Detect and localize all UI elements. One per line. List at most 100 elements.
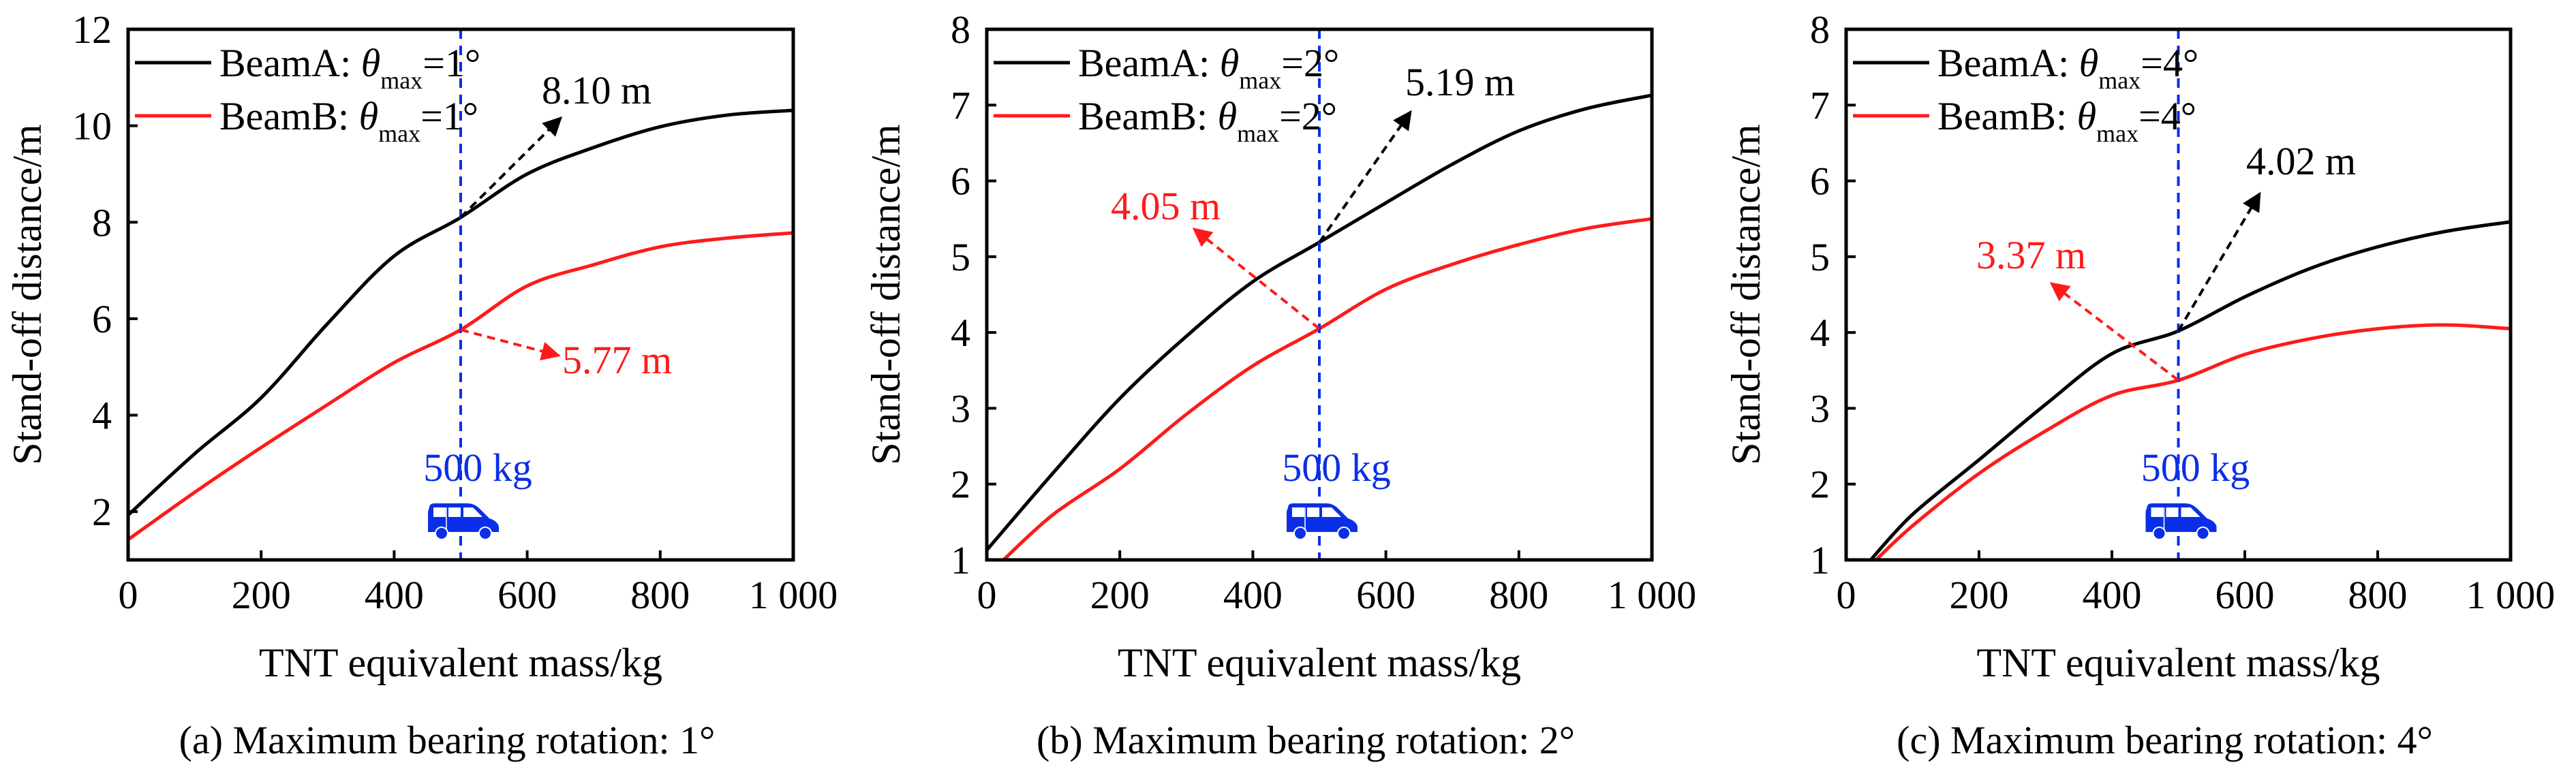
legend-entry-beamb: BeamB: θmax=1°: [219, 94, 478, 147]
legend-entry-beama: BeamA: θmax=2°: [1078, 41, 1339, 94]
legend-name: BeamA:: [1937, 41, 2079, 85]
legend-theta: θ: [361, 41, 381, 85]
x-tick-label: 0: [977, 573, 997, 617]
series-line-beama: [987, 93, 1652, 552]
van-icon: [1286, 503, 1358, 540]
x-tick-label: 200: [1950, 573, 2009, 617]
legend-theta: θ: [2079, 41, 2099, 85]
y-tick-label: 6: [1810, 159, 1830, 204]
annotation-label-beamb: 5.77 m: [562, 338, 672, 382]
axes-frame: [985, 27, 1654, 562]
x-tick-label: 0: [119, 573, 138, 617]
y-tick-label: 2: [1810, 462, 1830, 507]
van-icon: [427, 503, 500, 540]
y-tick-label: 7: [1810, 83, 1830, 127]
y-tick-label: 5: [951, 235, 970, 279]
annotation-label-beamb: 4.05 m: [1111, 184, 1221, 228]
legend-subscript: max: [2096, 120, 2138, 147]
y-tick-label: 4: [951, 311, 970, 355]
x-tick-label: 200: [232, 573, 291, 617]
legend-theta: θ: [1218, 94, 1238, 138]
y-tick-label: 8: [92, 200, 112, 245]
legend-name: BeamA:: [1078, 41, 1220, 85]
y-tick-label: 1: [1810, 538, 1830, 582]
x-tick-label: 600: [497, 573, 557, 617]
y-axis-title: Stand-off distance/m: [5, 124, 50, 465]
legend-subscript: max: [380, 67, 423, 94]
annotation-label-beama: 5.19 m: [1405, 60, 1515, 104]
x-tick-label: 200: [1090, 573, 1150, 617]
annotation-label-beama: 4.02 m: [2246, 139, 2356, 183]
y-tick-label: 12: [72, 7, 112, 52]
annotation-label-beamb: 3.37 m: [1976, 233, 2086, 277]
y-tick-label: 3: [1810, 386, 1830, 430]
y-tick-label: 6: [92, 297, 112, 341]
legend-value: =1°: [420, 94, 478, 138]
legend-name: BeamA:: [219, 41, 361, 85]
x-tick-label: 1 000: [1608, 573, 1697, 617]
legend-subscript: max: [1239, 67, 1281, 94]
series-line-beama: [128, 108, 793, 516]
x-tick-label: 1 000: [2466, 573, 2556, 617]
y-axis-title: Stand-off distance/m: [1723, 124, 1768, 465]
x-tick-label: 800: [630, 573, 690, 617]
annotation-label-beama: 8.10 m: [542, 68, 651, 112]
panel-caption: (a) Maximum bearing rotation: 1°: [179, 718, 716, 762]
legend-value: =2°: [1279, 94, 1337, 138]
y-tick-label: 6: [951, 159, 970, 204]
legend-value: =1°: [423, 41, 480, 85]
y-tick-label: 4: [1810, 311, 1830, 355]
x-tick-label: 800: [2348, 573, 2408, 617]
axes-frame: [126, 27, 795, 562]
y-tick-label: 8: [951, 7, 970, 52]
legend-entry-beama: BeamA: θmax=4°: [1937, 41, 2198, 94]
panel-caption: (c) Maximum bearing rotation: 4°: [1897, 718, 2433, 762]
reference-label: 500 kg: [1282, 445, 1391, 490]
x-tick-label: 400: [365, 573, 424, 617]
x-tick-label: 600: [1356, 573, 1415, 617]
y-tick-label: 8: [1810, 7, 1830, 52]
legend-entry-beamb: BeamB: θmax=4°: [1937, 94, 2196, 147]
legend-theta: θ: [1220, 41, 1240, 85]
y-tick-label: 10: [72, 104, 112, 148]
legend-entry-beamb: BeamB: θmax=2°: [1078, 94, 1337, 147]
van-icon: [2145, 503, 2218, 540]
annotation-arrow-beamb: [2049, 282, 2179, 381]
axes-frame: [1844, 27, 2513, 562]
y-tick-label: 4: [92, 394, 112, 438]
annotation-arrow-beama: [459, 116, 562, 219]
reference-label: 500 kg: [2141, 445, 2250, 490]
reference-label: 500 kg: [423, 445, 532, 490]
y-tick-label: 3: [951, 386, 970, 430]
x-axis-title: TNT equivalent mass/kg: [259, 640, 662, 685]
legend-subscript: max: [378, 120, 420, 147]
x-axis-title: TNT equivalent mass/kg: [1976, 640, 2380, 685]
x-tick-label: 1 000: [749, 573, 838, 617]
legend-value: =4°: [2141, 41, 2198, 85]
y-tick-label: 1: [951, 538, 970, 582]
legend-entry-beama: BeamA: θmax=1°: [219, 41, 480, 94]
series-line-beama: [1869, 220, 2511, 560]
y-tick-label: 2: [951, 462, 970, 507]
panel-caption: (b) Maximum bearing rotation: 2°: [1037, 718, 1575, 762]
legend-value: =2°: [1281, 41, 1339, 85]
x-tick-label: 600: [2215, 573, 2275, 617]
annotation-arrow-beamb: [460, 328, 561, 361]
y-tick-label: 5: [1810, 235, 1830, 279]
legend-subscript: max: [1237, 120, 1279, 147]
legend-name: BeamB:: [219, 94, 359, 138]
y-tick-label: 2: [92, 490, 112, 534]
x-axis-title: TNT equivalent mass/kg: [1118, 640, 1521, 685]
legend-subscript: max: [2098, 67, 2141, 94]
x-tick-label: 400: [1223, 573, 1283, 617]
legend-theta: θ: [359, 94, 379, 138]
y-axis-title: Stand-off distance/m: [863, 124, 908, 465]
x-tick-label: 400: [2083, 573, 2142, 617]
legend-theta: θ: [2077, 94, 2097, 138]
legend-name: BeamB:: [1937, 94, 2077, 138]
legend-name: BeamB:: [1078, 94, 1218, 138]
